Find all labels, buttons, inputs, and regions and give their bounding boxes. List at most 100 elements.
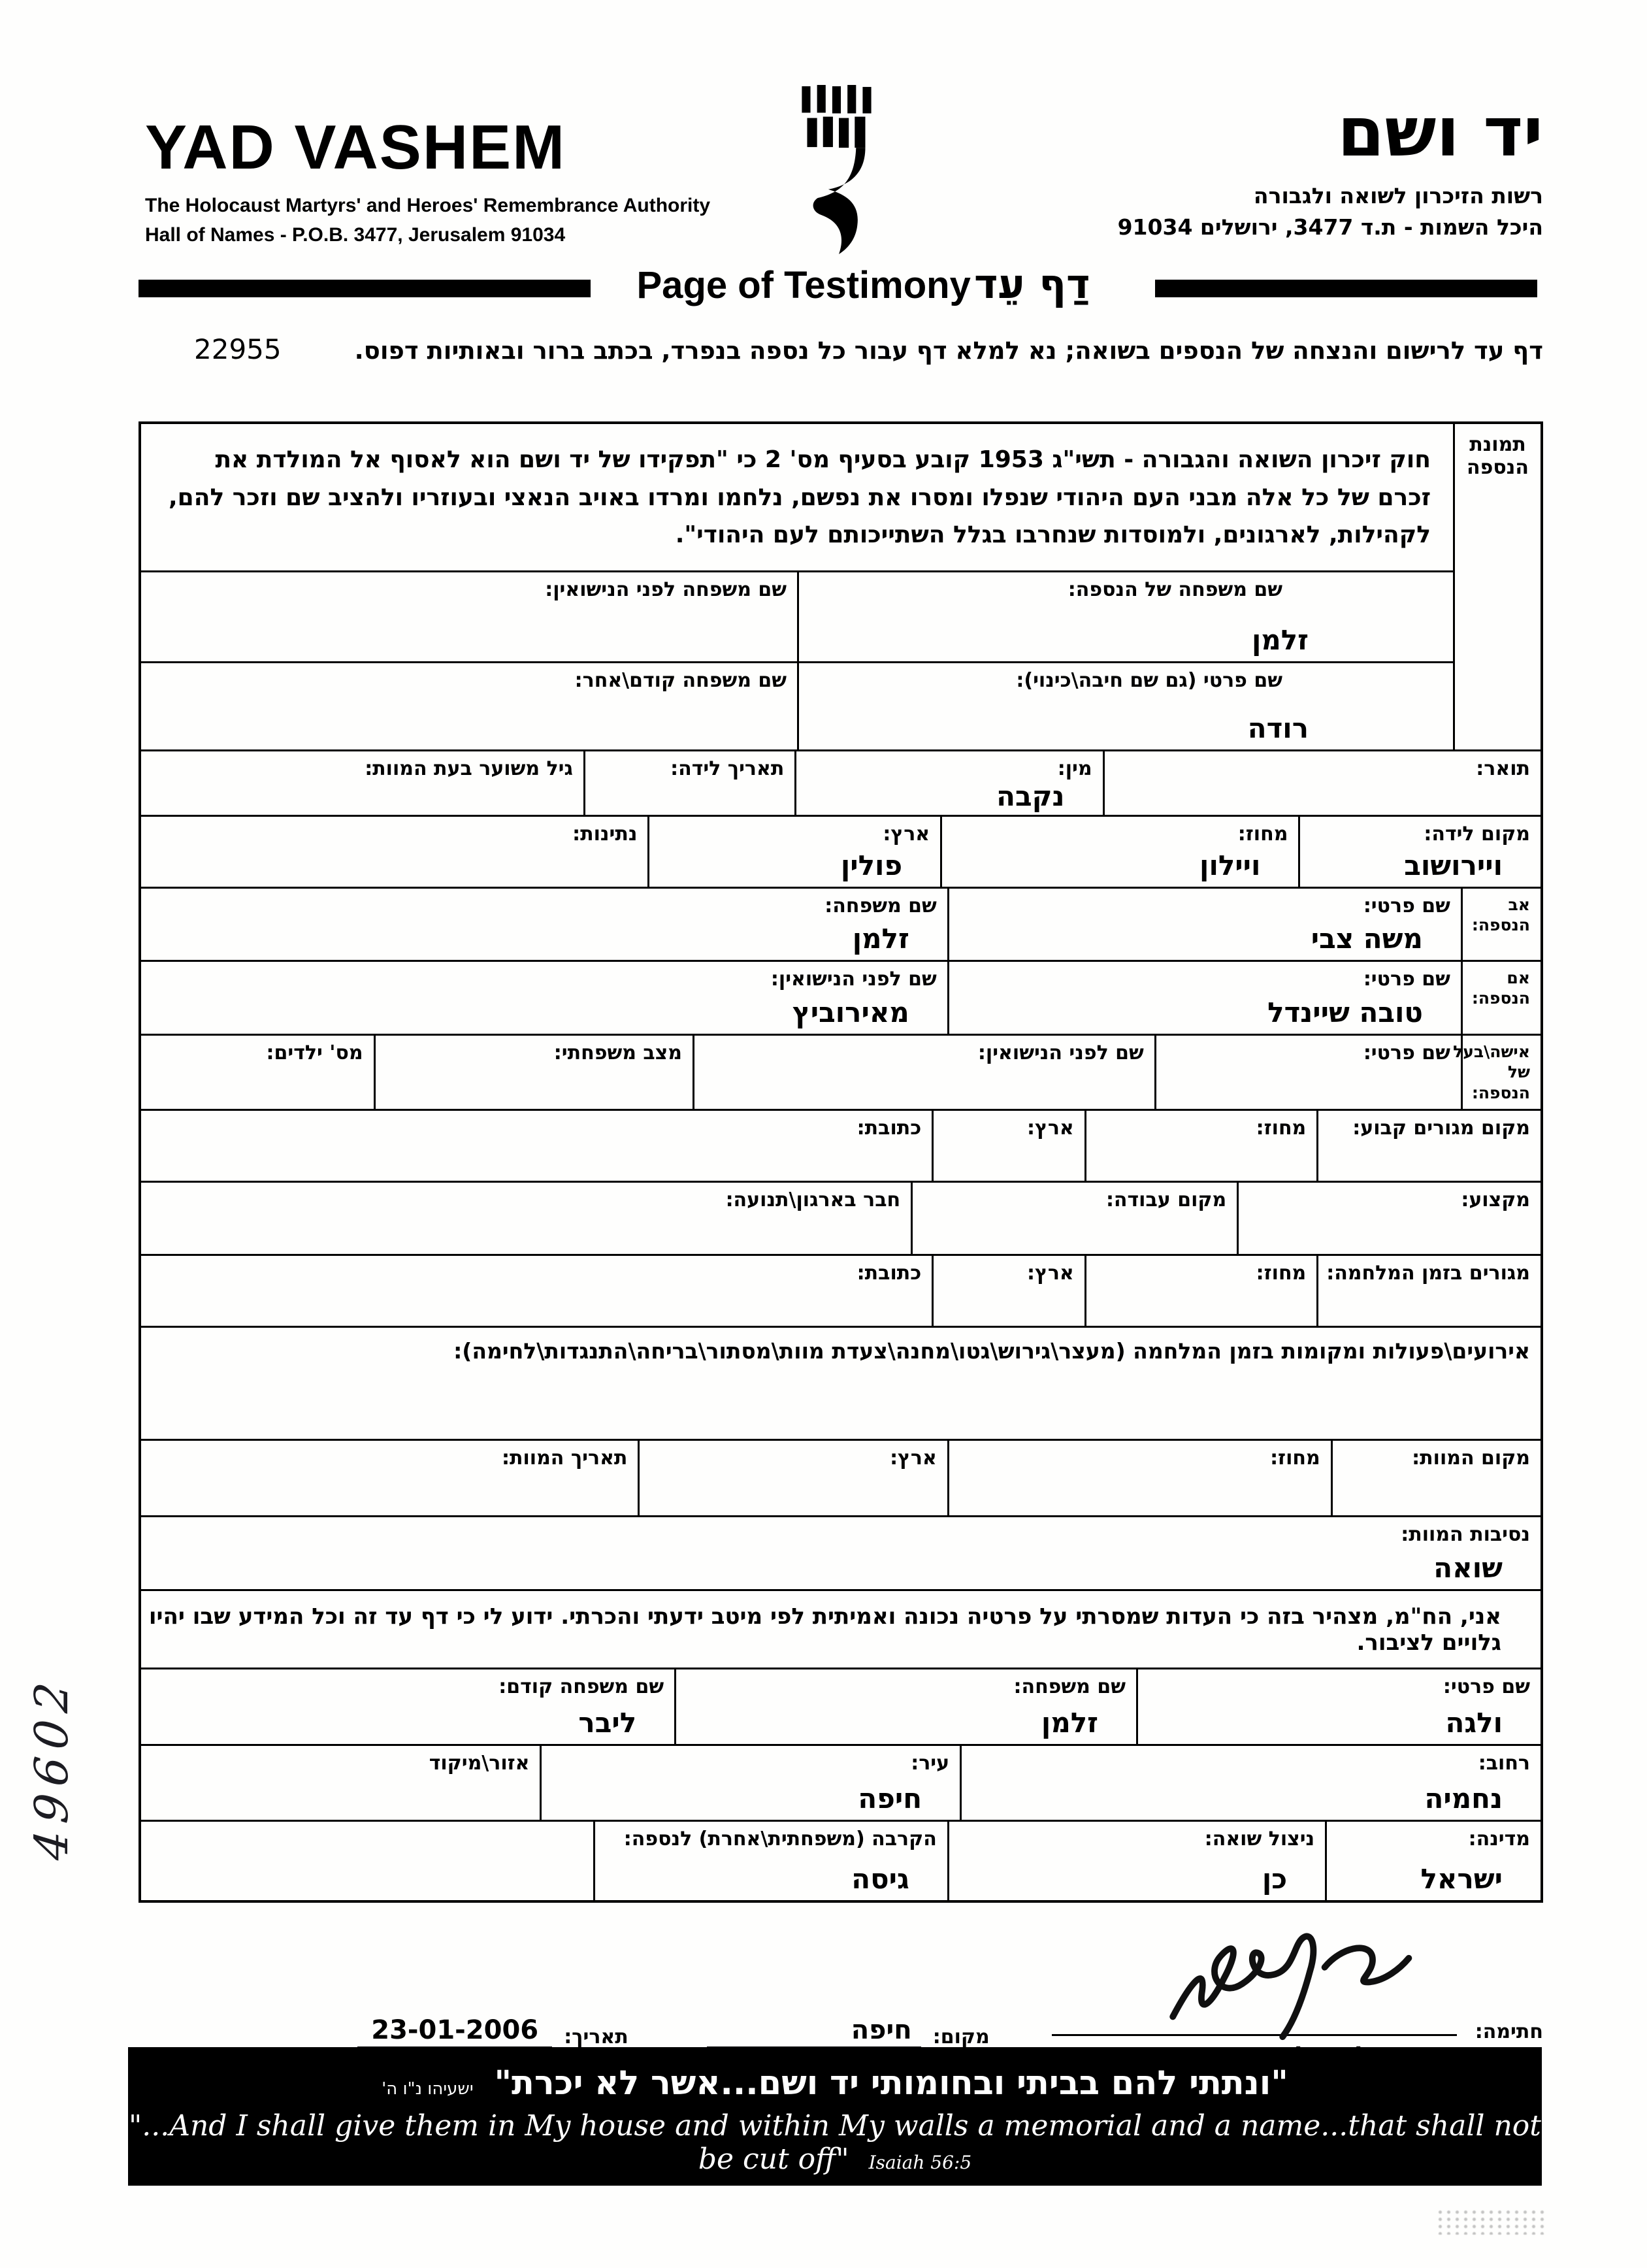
title-bar-left [139,280,591,297]
field-marital-status: מצב משפחתי: [373,1036,693,1109]
submitter-country-row: מדינה: ישראל ניצול שואה: כן הקרבה (משפחת… [141,1822,1541,1900]
signature-line [1051,1933,1457,2041]
permanent-residence-row: מקום מגורים קבוע: מחוז: ארץ: כתובת: [141,1111,1541,1183]
field-birth-place: מקום לידה: ויירושוב [1298,817,1541,887]
instruction-text: דף עד לרישום והנצחה של הנספים בשואה; נא … [354,337,1543,365]
section-father: אב הנספה: [1460,889,1541,960]
gender-row: תואר: מין: נקבה תאריך לידה: גיל משוער בע… [141,751,1541,817]
empty-cell [141,1822,593,1900]
page-title-english: Page of Testimony [636,264,971,306]
field-submitter-zip: אזור\מיקוד [429,1752,530,1775]
death-place-row: מקום המוות: מחוז: ארץ: תאריך המוות: [141,1441,1541,1517]
mother-row: אם הנספה: שם פרטי: טובה שיינדל שם לפני ה… [141,962,1541,1036]
field-father-family-name: שם משפחה: זלמן [824,895,937,955]
field-gender: מין: נקבה [794,751,1102,815]
page-title: Page of Testimony דַף עֵד [591,260,1155,308]
yad-vashem-english-header: YAD VASHEM The Holocaust Martyrs' and He… [145,116,710,250]
field-birth-country: ארץ: פולין [647,817,940,887]
field-relationship: הקרבה (משפחתית\אחרת) לנספה: גיסה [593,1822,947,1900]
field-perm-district: מחוז: [1084,1111,1317,1181]
victim-photo-label: תמונת הנספה [1467,433,1529,479]
menorah-logo-icon [779,84,896,259]
field-war-district: מחוז: [1084,1256,1317,1326]
form-top-section: תמונת הנספה חוק זיכרון השואה והגבורה - ת… [141,424,1541,751]
section-spouse: אישה\בעל של הנספה: [1453,1036,1541,1109]
field-death-place: מקום המוות: [1330,1441,1541,1515]
field-spouse-first-name: שם פרטי: [1154,1036,1461,1109]
banner-english-source: Isaiah 56:5 [868,2152,972,2173]
field-workplace: מקום עבודה: [911,1183,1237,1254]
submitter-name-row: שם פרטי: ולגה שם משפחה: זלמן שם משפחה קו… [141,1669,1541,1746]
victim-photo-box: תמונת הנספה [1453,424,1541,749]
handwritten-archive-number: 49602 [25,1672,78,1863]
testimony-form: תמונת הנספה חוק זיכרון השואה והגבורה - ת… [139,421,1543,1903]
birth-place-row: מקום לידה: ויירושוב מחוז: ויילון ארץ: פו… [141,817,1541,889]
declaration-text: אני, הח"מ, מצהיר בזה כי העדות שמסרתי על … [148,1603,1501,1656]
scan-artifact [1436,2209,1548,2235]
field-victim-first-name: שם פרטי (גם שם חיבה\כינוי): רודה [797,663,1453,749]
field-birth-date: תאריך לידה: [583,751,794,815]
place-field: מקום: חיפה [706,2015,990,2048]
instruction-line: דף עד לרישום והנצחה של הנספים בשואה; נא … [139,333,1543,365]
banner-english-quote: "...And I shall give them in My house an… [129,2109,1541,2176]
profession-row: מקצוע: מקום עבודה: חבר בארגון\תנועה: [141,1183,1541,1256]
field-submitter-family-name: שם משפחה: זלמן [674,1669,1136,1744]
date-field: תאריך: 23-01-2006 [357,2015,628,2048]
field-birth-district: מחוז: ויילון [940,817,1298,887]
signature-label: חתימה: [1475,2020,1543,2043]
field-victim-previous-name: שם משפחה קודם\אחר: [574,669,787,692]
field-death-country: ארץ: [638,1441,947,1515]
org-address-hebrew: היכל השמות - ת.ד 3477, ירושלים 91034 [1117,214,1543,240]
field-father-first-name: שם פרטי: משה צבי [947,889,1461,960]
org-subtitle-hebrew: רשות הזיכרון לשואה ולגבורה [1253,183,1543,208]
place-label: מקום: [932,2026,990,2048]
field-war-place: מגורים בזמן המלחמה: [1316,1256,1541,1326]
page-title-hebrew: דַף עֵד [973,260,1090,308]
field-submitter-previous-name: שם משפחה קודם: ליבר [498,1675,664,1739]
section-mother: אם הנספה: [1460,962,1541,1034]
field-victim-family-name: שם משפחה של הנספה: זלמן [797,572,1453,661]
declaration-row: אני, הח"מ, מצהיר בזה כי העדות שמסרתי על … [141,1591,1541,1669]
field-num-children: מס' ילדים: [266,1042,363,1064]
org-subtitle-english: The Holocaust Martyrs' and Heroes' Remem… [145,195,711,216]
memorial-quote-banner: "ונתתי להם בביתי ובחומותי יד ושם...אשר ל… [128,2047,1542,2186]
law-paragraph: חוק זיכרון השואה והגבורה - תשי"ג 1953 קו… [141,424,1453,572]
field-citizenship: נתינות: [572,823,638,846]
field-submitter-city: עיר: חיפה [540,1746,960,1820]
field-wartime-events: אירועים\פעולות ומקומות בזמן המלחמה (מעצר… [453,1338,1530,1364]
org-name-english: YAD VASHEM [145,112,566,182]
field-spouse-maiden-name: שם לפני הנישואין: [692,1036,1154,1109]
field-death-circumstances: נסיבות המוות: שואה [1401,1523,1530,1584]
field-death-district: מחוז: [947,1441,1331,1515]
wartime-residence-row: מגורים בזמן המלחמה: מחוז: ארץ: כתובת: [141,1256,1541,1328]
submitter-address-row: רחוב: נחמיה עיר: חיפה אזור\מיקוד [141,1746,1541,1822]
family-name-row: שם משפחה של הנספה: זלמן שם משפחה לפני הנ… [141,572,1453,663]
banner-hebrew-quote: "ונתתי להם בביתי ובחומותי יד ושם...אשר ל… [382,2064,1288,2103]
field-victim-maiden-name: שם משפחה לפני הנישואין: [545,578,787,601]
org-name-hebrew: יד ושם [1337,92,1543,172]
field-age-at-death: גיל משוער בעת המוות: [365,757,573,780]
field-profession: מקצוע: [1237,1183,1541,1254]
date-value: 23-01-2006 [357,2015,553,2048]
banner-hebrew-source: ישעיהו נ"ו ה' [382,2079,474,2099]
date-label: תאריך: [564,2026,628,2048]
title-bar-right [1155,280,1537,297]
place-value: חיפה [706,2015,921,2048]
field-perm-address: כתובת: [856,1117,922,1140]
org-address-english: Hall of Names - P.O.B. 3477, Jerusalem 9… [145,224,566,246]
field-death-date: תאריך המוות: [502,1447,628,1470]
field-perm-place: מקום מגורים קבוע: [1316,1111,1541,1181]
field-mother-maiden-name: שם לפני הנישואין: מאירוביץ [770,968,937,1028]
field-perm-country: ארץ: [932,1111,1084,1181]
handwritten-signature [1169,1933,1412,2041]
first-name-row: שם פרטי (גם שם חיבה\כינוי): רודה שם משפח… [141,663,1453,749]
field-submitter-first-name: שם פרטי: ולגה [1135,1669,1541,1744]
spouse-row: אישה\בעל של הנספה: שם פרטי: שם לפני הניש… [141,1036,1541,1111]
wartime-events-row: אירועים\פעולות ומקומות בזמן המלחמה (מעצר… [141,1328,1541,1441]
field-war-country: ארץ: [932,1256,1084,1326]
yad-vashem-hebrew-header: יד ושם רשות הזיכרון לשואה ולגבורה היכל ה… [1118,98,1543,243]
death-circumstances-row: נסיבות המוות: שואה [141,1517,1541,1591]
field-victim-title: תואר: [1102,751,1541,815]
field-organization: חבר בארגון\תנועה: [725,1189,901,1211]
